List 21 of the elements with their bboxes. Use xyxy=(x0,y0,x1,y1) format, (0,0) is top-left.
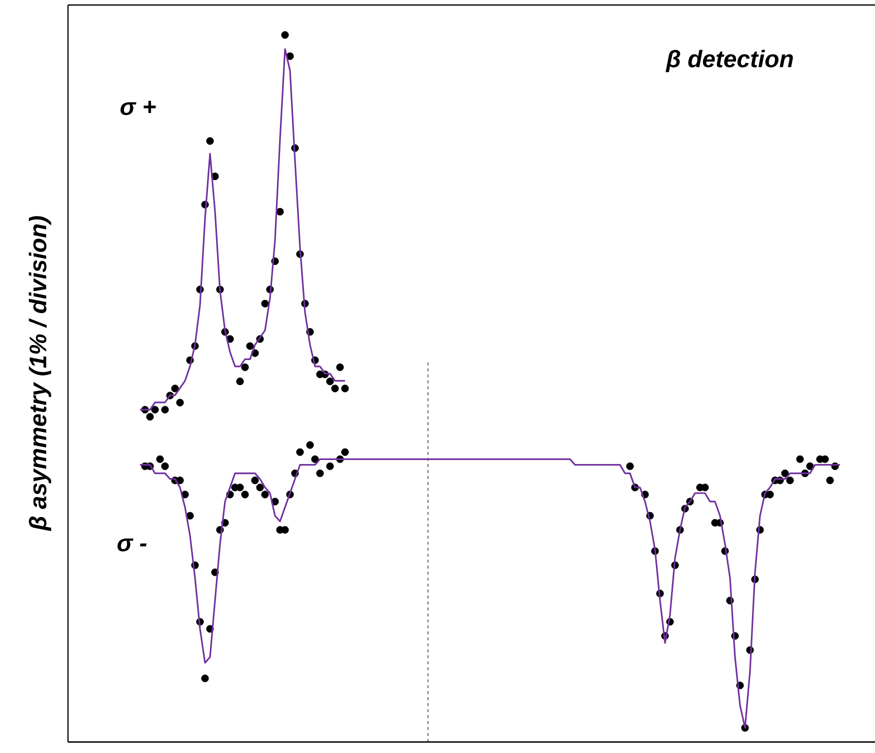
point xyxy=(281,31,289,39)
point xyxy=(161,406,169,414)
y-axis-title: β asymmetry (1% / division) xyxy=(28,216,52,532)
point xyxy=(336,363,344,372)
point xyxy=(176,398,184,406)
point xyxy=(286,52,294,60)
point xyxy=(241,363,249,372)
point xyxy=(261,300,269,308)
chart-title: β detection xyxy=(666,50,793,72)
point xyxy=(326,378,334,386)
point xyxy=(146,412,154,421)
point xyxy=(246,342,254,350)
point xyxy=(276,208,284,216)
point xyxy=(236,378,244,386)
point xyxy=(206,137,214,145)
point xyxy=(171,384,179,392)
point xyxy=(331,384,339,392)
annotation: σ + xyxy=(120,100,156,116)
point xyxy=(151,406,159,414)
point xyxy=(341,384,349,392)
annotation: σ - xyxy=(118,538,147,552)
